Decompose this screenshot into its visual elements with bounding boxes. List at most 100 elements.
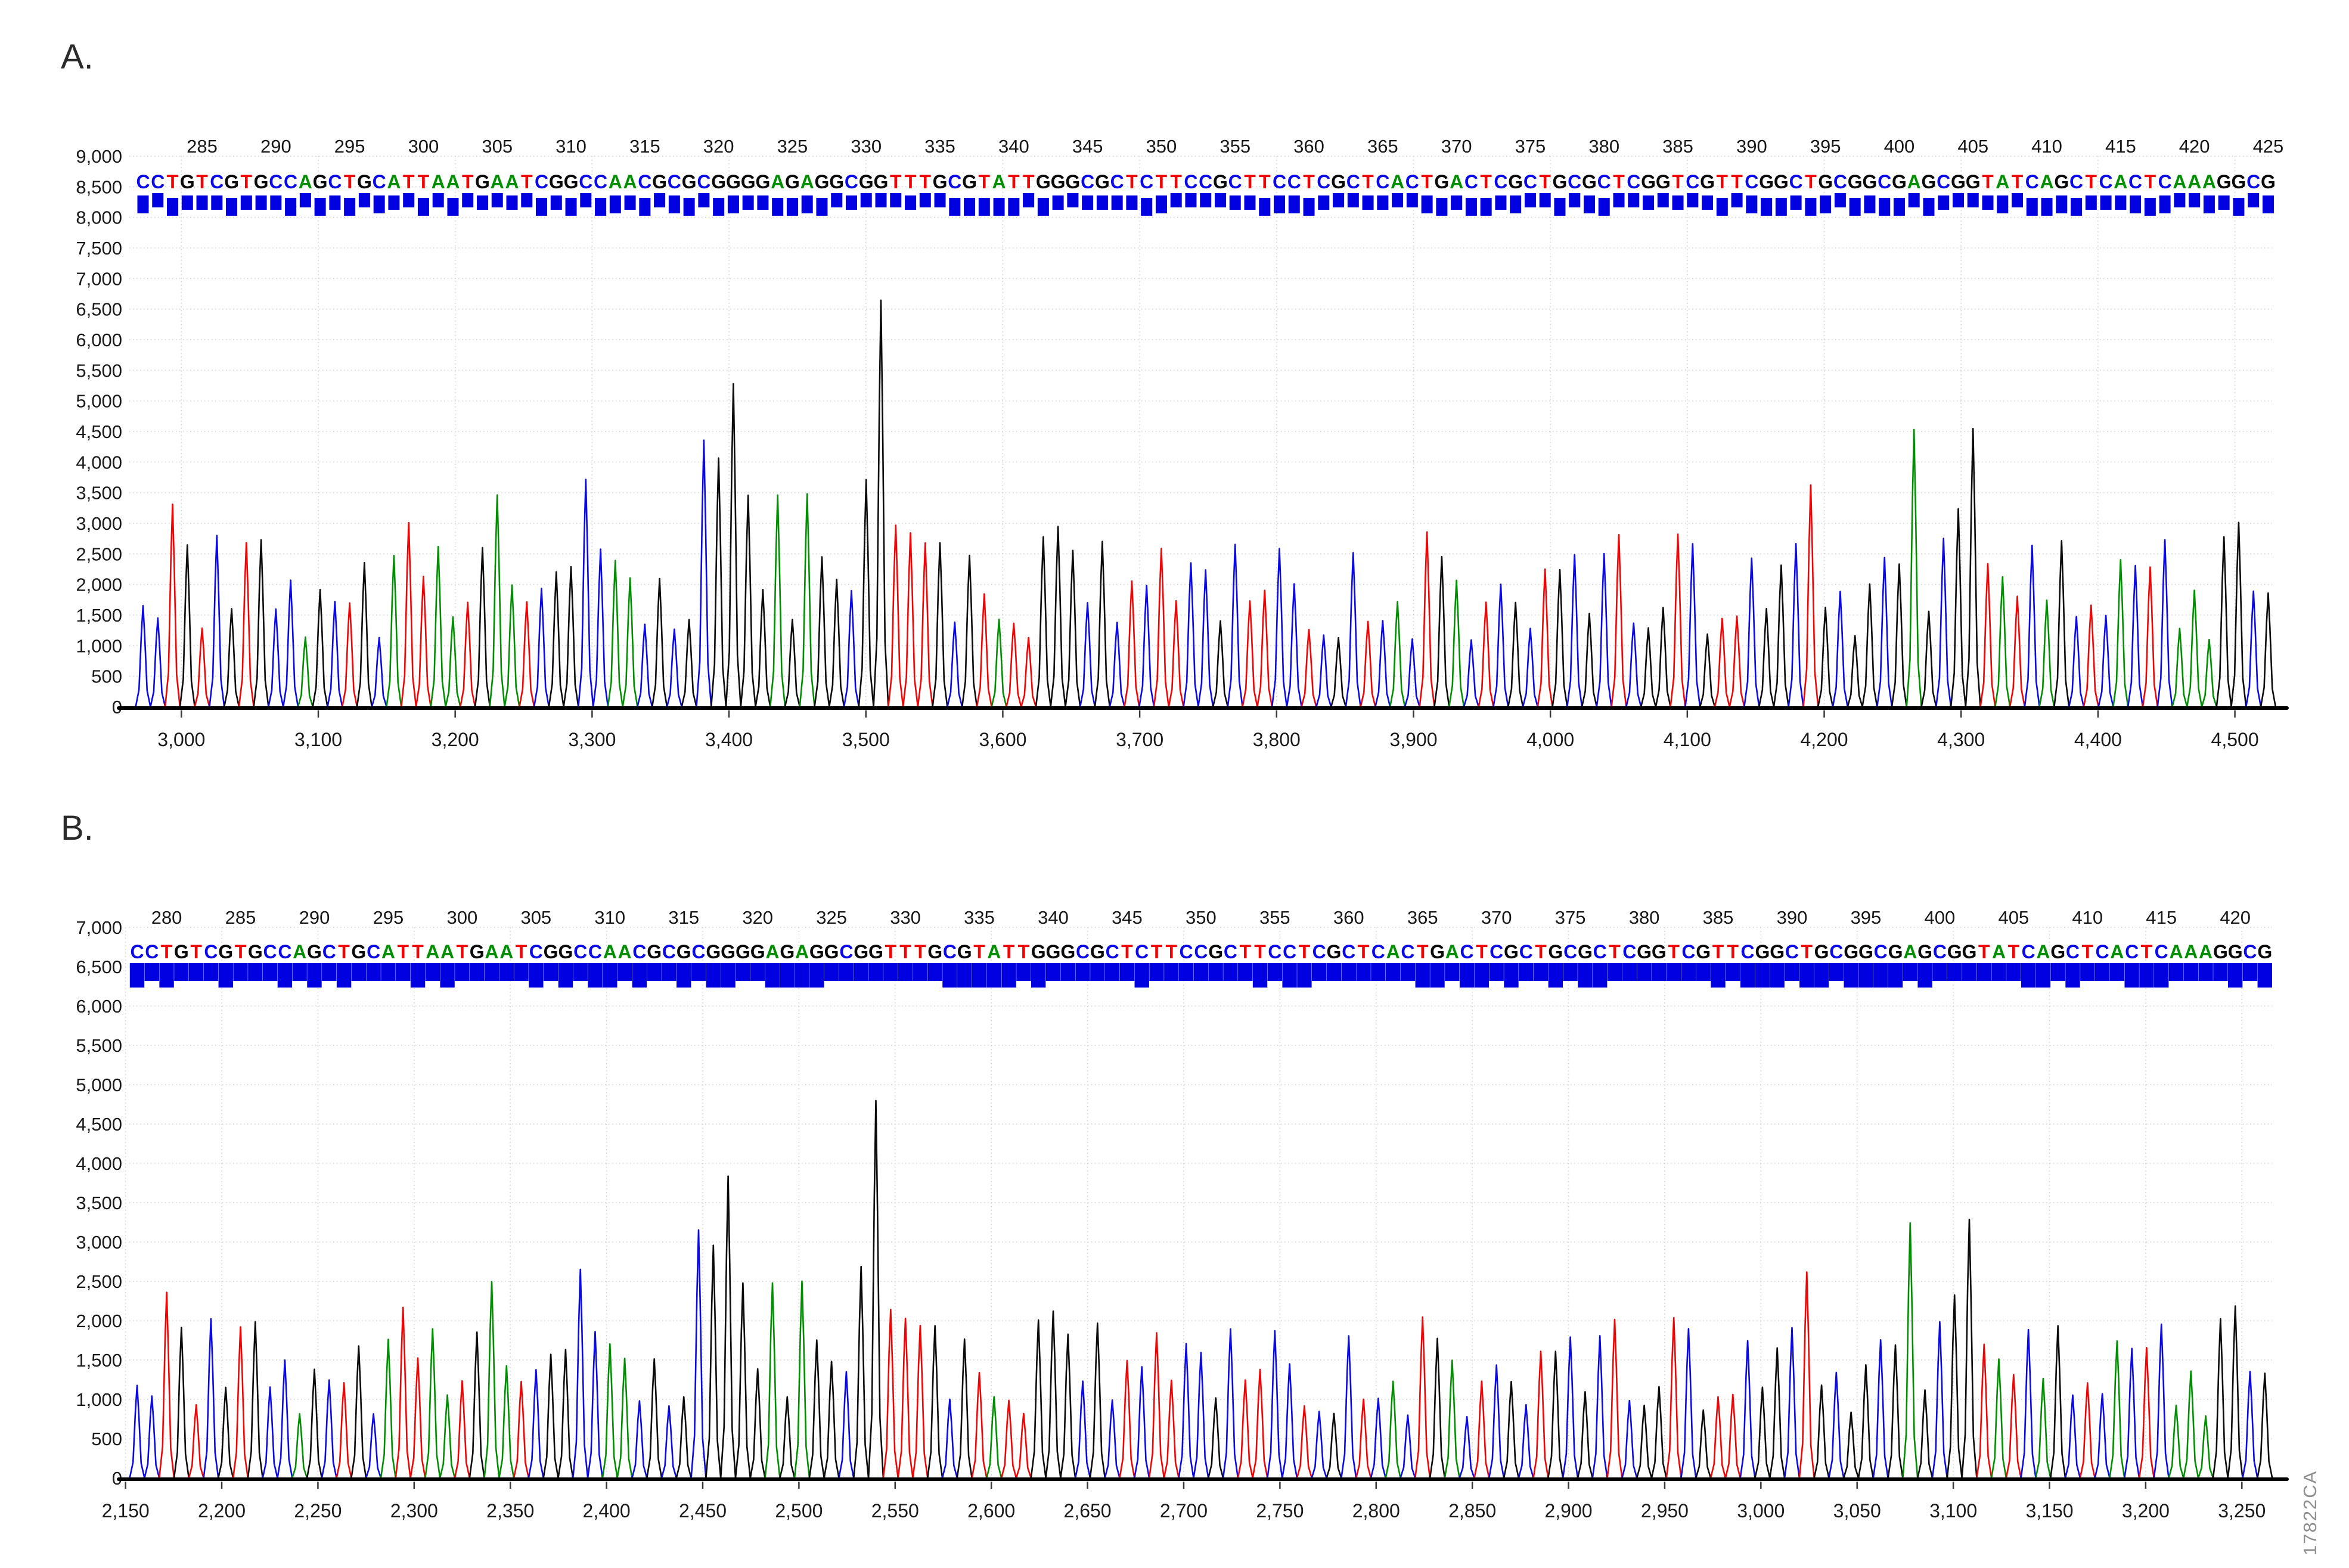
base-call-letter-A: T — [241, 171, 253, 192]
base-call-letter-B: A — [1903, 941, 1917, 962]
trace-peak-B — [1857, 1364, 1875, 1479]
x-axis-tick-label-A: 4,300 — [1937, 729, 1985, 750]
x-axis-tick-label-B: 2,300 — [390, 1500, 438, 1522]
trace-peak-A — [297, 636, 314, 707]
base-call-letter-A: C — [697, 171, 710, 192]
base-call-letter-B: T — [1801, 941, 1813, 962]
trace-peak-B — [1119, 1359, 1135, 1479]
quality-bar-B — [2183, 963, 2199, 981]
quality-bar-B — [957, 963, 972, 988]
trace-peak-A — [1035, 536, 1052, 707]
base-call-letter-A: C — [210, 171, 224, 192]
trace-peak-A — [666, 628, 683, 707]
quality-bar-A — [1790, 195, 1802, 210]
trace-peak-A — [563, 566, 579, 707]
quality-bar-B — [691, 963, 706, 981]
quality-bar-A — [2262, 195, 2274, 213]
quality-bar-A — [211, 195, 223, 210]
base-call-letter-B: C — [1106, 941, 1119, 962]
quality-bar-B — [1119, 963, 1135, 981]
quality-bar-A — [1997, 195, 2009, 213]
trace-peak-A — [1655, 607, 1671, 707]
base-call-letter-A: A — [491, 171, 504, 192]
trace-peak-A — [1551, 569, 1568, 707]
y-axis-tick-label-B: 5,500 — [76, 1035, 122, 1056]
quality-bar-B — [1104, 963, 1120, 981]
trace-peak-A — [2053, 540, 2070, 707]
trace-peak-B — [277, 1359, 293, 1479]
quality-bar-A — [2130, 195, 2142, 213]
trace-peak-B — [1267, 1330, 1283, 1479]
trace-peak-B — [2064, 1394, 2081, 1479]
trace-peak-A — [1935, 538, 1952, 707]
base-call-letter-B: G — [558, 941, 573, 962]
base-call-letter-B: G — [736, 941, 750, 962]
trace-peak-B — [2109, 1340, 2125, 1479]
trace-peak-A — [651, 577, 668, 707]
base-call-letter-B: T — [516, 941, 527, 962]
trace-peak-A — [474, 547, 491, 707]
base-call-letter-B: G — [1755, 941, 1770, 962]
trace-peak-A — [1256, 589, 1273, 707]
base-call-letter-A: G — [1818, 171, 1833, 192]
trace-peak-B — [1739, 1340, 1756, 1479]
base-call-letter-A: A — [2202, 171, 2216, 192]
base-call-letter-B: C — [1283, 941, 1296, 962]
trace-peak-A — [1581, 613, 1598, 707]
ruler-position-label-A: 375 — [1515, 136, 1546, 157]
quality-bar-B — [1164, 963, 1179, 981]
trace-peak-A — [991, 618, 1007, 707]
quality-bar-B — [1060, 963, 1075, 981]
base-call-letter-B: C — [1490, 941, 1503, 962]
trace-peak-A — [917, 542, 933, 707]
y-axis-tick-label-B: 500 — [91, 1429, 122, 1449]
x-axis-tick-label-B: 3,000 — [1737, 1500, 1785, 1522]
base-call-letter-A: C — [1789, 171, 1803, 192]
quality-bar-A — [2174, 193, 2186, 207]
ruler-position-label-B: 370 — [1481, 907, 1512, 928]
base-call-letter-A: G — [726, 171, 741, 192]
ruler-position-label-B: 315 — [668, 907, 699, 928]
trace-peak-B — [1252, 1368, 1268, 1479]
base-call-letter-B: G — [824, 941, 839, 962]
quality-bar-A — [890, 193, 902, 207]
quality-bar-B — [1519, 963, 1534, 981]
quality-bar-A — [358, 193, 370, 207]
quality-bar-B — [2021, 963, 2036, 988]
trace-peak-B — [971, 1371, 988, 1479]
quality-bar-A — [314, 198, 326, 216]
quality-bar-B — [839, 963, 854, 981]
quality-bar-B — [1045, 963, 1061, 981]
base-call-letter-B: C — [1135, 941, 1149, 962]
quality-bar-A — [1229, 195, 1241, 210]
quality-bar-A — [2189, 193, 2201, 207]
quality-bar-A — [609, 195, 621, 213]
base-call-letter-A: C — [136, 171, 150, 192]
quality-bar-B — [558, 963, 573, 988]
trace-peak-A — [327, 600, 343, 707]
trace-peak-B — [1311, 1411, 1327, 1479]
trace-peak-A — [415, 575, 432, 707]
base-call-letter-A: G — [2231, 171, 2246, 192]
trace-peak-A — [1714, 617, 1730, 707]
base-call-letter-B: T — [1239, 941, 1251, 962]
trace-peak-A — [814, 556, 830, 707]
trace-peak-B — [1074, 1380, 1091, 1479]
trace-peak-B — [454, 1380, 471, 1479]
trace-peak-A — [341, 602, 358, 707]
trace-peak-B — [1665, 1317, 1682, 1479]
base-call-letter-B: G — [780, 941, 795, 962]
quality-bar-A — [1185, 193, 1197, 207]
trace-peak-A — [401, 521, 417, 707]
ruler-position-label-B: 400 — [1925, 907, 1956, 928]
quality-bar-B — [1711, 963, 1726, 988]
quality-bar-A — [1392, 193, 1404, 207]
y-axis-tick-label-B: 5,000 — [76, 1075, 122, 1095]
base-call-letter-A: T — [2086, 171, 2097, 192]
quality-bar-B — [425, 963, 440, 981]
base-call-letter-B: G — [1858, 941, 1873, 962]
quality-bar-A — [919, 193, 931, 207]
quality-bar-A — [1288, 195, 1300, 213]
quality-bar-A — [2203, 195, 2215, 213]
quality-bar-B — [868, 963, 883, 981]
